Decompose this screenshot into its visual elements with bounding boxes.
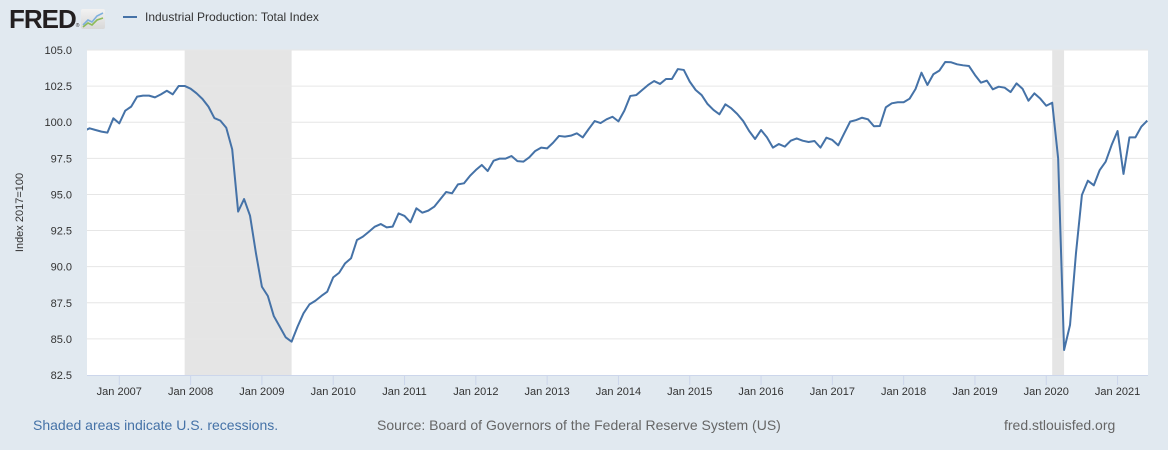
x-tick-label: Jan 2020 <box>1024 386 1069 398</box>
chart-line-icon <box>81 9 106 29</box>
recession-note-link[interactable]: Shaded areas indicate U.S. recessions. <box>33 417 279 433</box>
y-axis-ticks: 82.5 85.0 87.5 90.0 92.5 95.0 97.5 100.0 102.5 10… <box>44 45 72 382</box>
x-tick-label: Jan 2012 <box>453 386 498 398</box>
x-tick-label: Jan 2017 <box>810 386 855 398</box>
gridlines <box>87 49 1148 376</box>
y-tick-label: 102.5 <box>44 81 72 93</box>
y-tick-label: 90.0 <box>51 262 72 274</box>
x-tick-label: Jan 2014 <box>596 386 641 398</box>
y-tick-label: 87.5 <box>51 298 72 310</box>
y-tick-label: 82.5 <box>51 370 72 382</box>
x-tick-label: Jan 2018 <box>881 386 926 398</box>
y-tick-label: 97.5 <box>51 153 72 165</box>
logo-text: FRED <box>9 4 77 34</box>
y-axis-label: Index 2017=100 <box>14 173 26 252</box>
line-chart: 82.5 85.0 87.5 90.0 92.5 95.0 97.5 100.0 102.5 10… <box>14 45 1148 398</box>
x-tick-label: Jan 2015 <box>667 386 712 398</box>
source-text: Source: Board of Governors of the Federa… <box>377 417 781 433</box>
x-tick-label: Jan 2011 <box>382 386 426 398</box>
recession-band <box>1052 50 1065 375</box>
x-tick-label: Jan 2019 <box>952 386 997 398</box>
logo-registered-mark: ® <box>75 23 80 29</box>
y-tick-label: 105.0 <box>44 45 72 57</box>
x-tick-label: Jan 2013 <box>524 386 569 398</box>
legend-label: Industrial Production: Total Index <box>145 10 319 24</box>
x-axis-ticks: Jan 2007 Jan 2008 Jan 2009 Jan 2010 Jan 2011… <box>97 375 1140 398</box>
fred-logo[interactable]: FRED ® <box>9 4 106 34</box>
x-tick-label: Jan 2016 <box>738 386 783 398</box>
x-tick-label: Jan 2021 <box>1095 386 1140 398</box>
legend: Industrial Production: Total Index <box>123 10 319 24</box>
x-tick-label: Jan 2010 <box>311 386 356 398</box>
y-tick-label: 92.5 <box>51 226 72 238</box>
site-link[interactable]: fred.stlouisfed.org <box>1004 417 1116 433</box>
series-line <box>87 60 1148 352</box>
x-tick-label: Jan 2007 <box>97 386 142 398</box>
x-tick-label: Jan 2009 <box>239 386 284 398</box>
series-layer <box>87 60 1148 352</box>
y-tick-label: 100.0 <box>44 117 72 129</box>
x-tick-label: Jan 2008 <box>168 386 213 398</box>
y-tick-label: 95.0 <box>51 189 72 201</box>
legend-swatch <box>123 16 137 18</box>
y-tick-label: 85.0 <box>51 334 72 346</box>
